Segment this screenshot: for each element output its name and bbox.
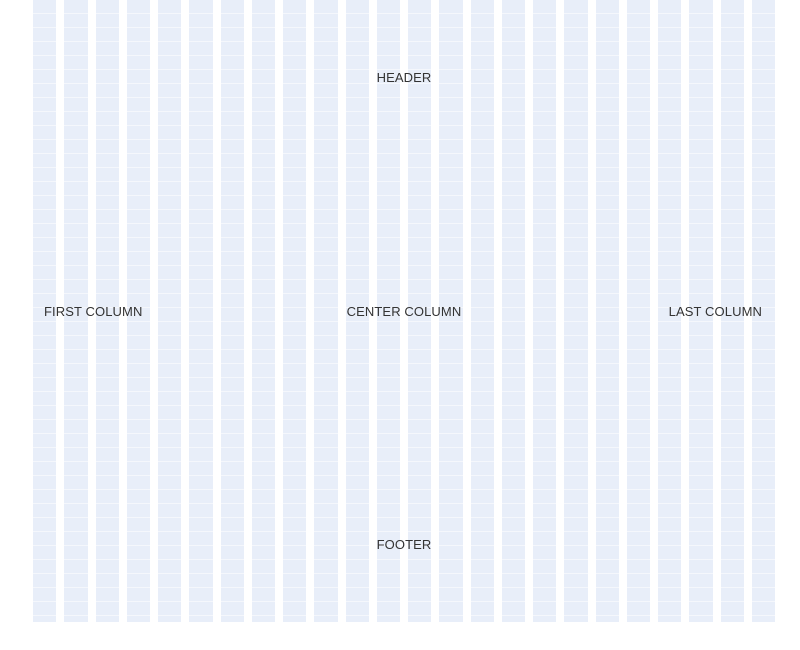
grid-column <box>314 0 338 622</box>
grid-column <box>283 0 307 622</box>
page-layout: HEADER FIRST COLUMN CENTER COLUMN LAST C… <box>33 0 775 622</box>
grid-column <box>95 0 119 622</box>
header-label: HEADER <box>376 70 432 85</box>
grid-column <box>439 0 463 622</box>
grid-column <box>126 0 150 622</box>
grid-column <box>33 0 57 622</box>
grid-column <box>720 0 744 622</box>
grid-column <box>251 0 275 622</box>
grid-column <box>533 0 557 622</box>
grid-column <box>345 0 369 622</box>
last-column-label: LAST COLUMN <box>668 303 762 319</box>
grid-column <box>408 0 432 622</box>
grid-column <box>626 0 650 622</box>
footer-label: FOOTER <box>376 537 432 552</box>
grid-column <box>595 0 619 622</box>
grid-column <box>501 0 525 622</box>
grid-column <box>189 0 213 622</box>
grid-column <box>564 0 588 622</box>
grid-column <box>658 0 682 622</box>
grid-column <box>220 0 244 622</box>
grid-column <box>470 0 494 622</box>
footer-region: FOOTER <box>33 467 775 622</box>
last-column-region: LAST COLUMN <box>528 155 775 467</box>
grid-column <box>376 0 400 622</box>
grid-column <box>64 0 88 622</box>
header-region: HEADER <box>33 0 775 155</box>
center-column-label: CENTER COLUMN <box>346 303 462 319</box>
first-column-label: FIRST COLUMN <box>44 303 143 319</box>
first-column-region: FIRST COLUMN <box>33 155 280 467</box>
grid-column <box>158 0 182 622</box>
grid-column <box>689 0 713 622</box>
center-column-region: CENTER COLUMN <box>280 155 527 467</box>
grid-column <box>751 0 775 622</box>
grid-overlay <box>33 0 775 622</box>
